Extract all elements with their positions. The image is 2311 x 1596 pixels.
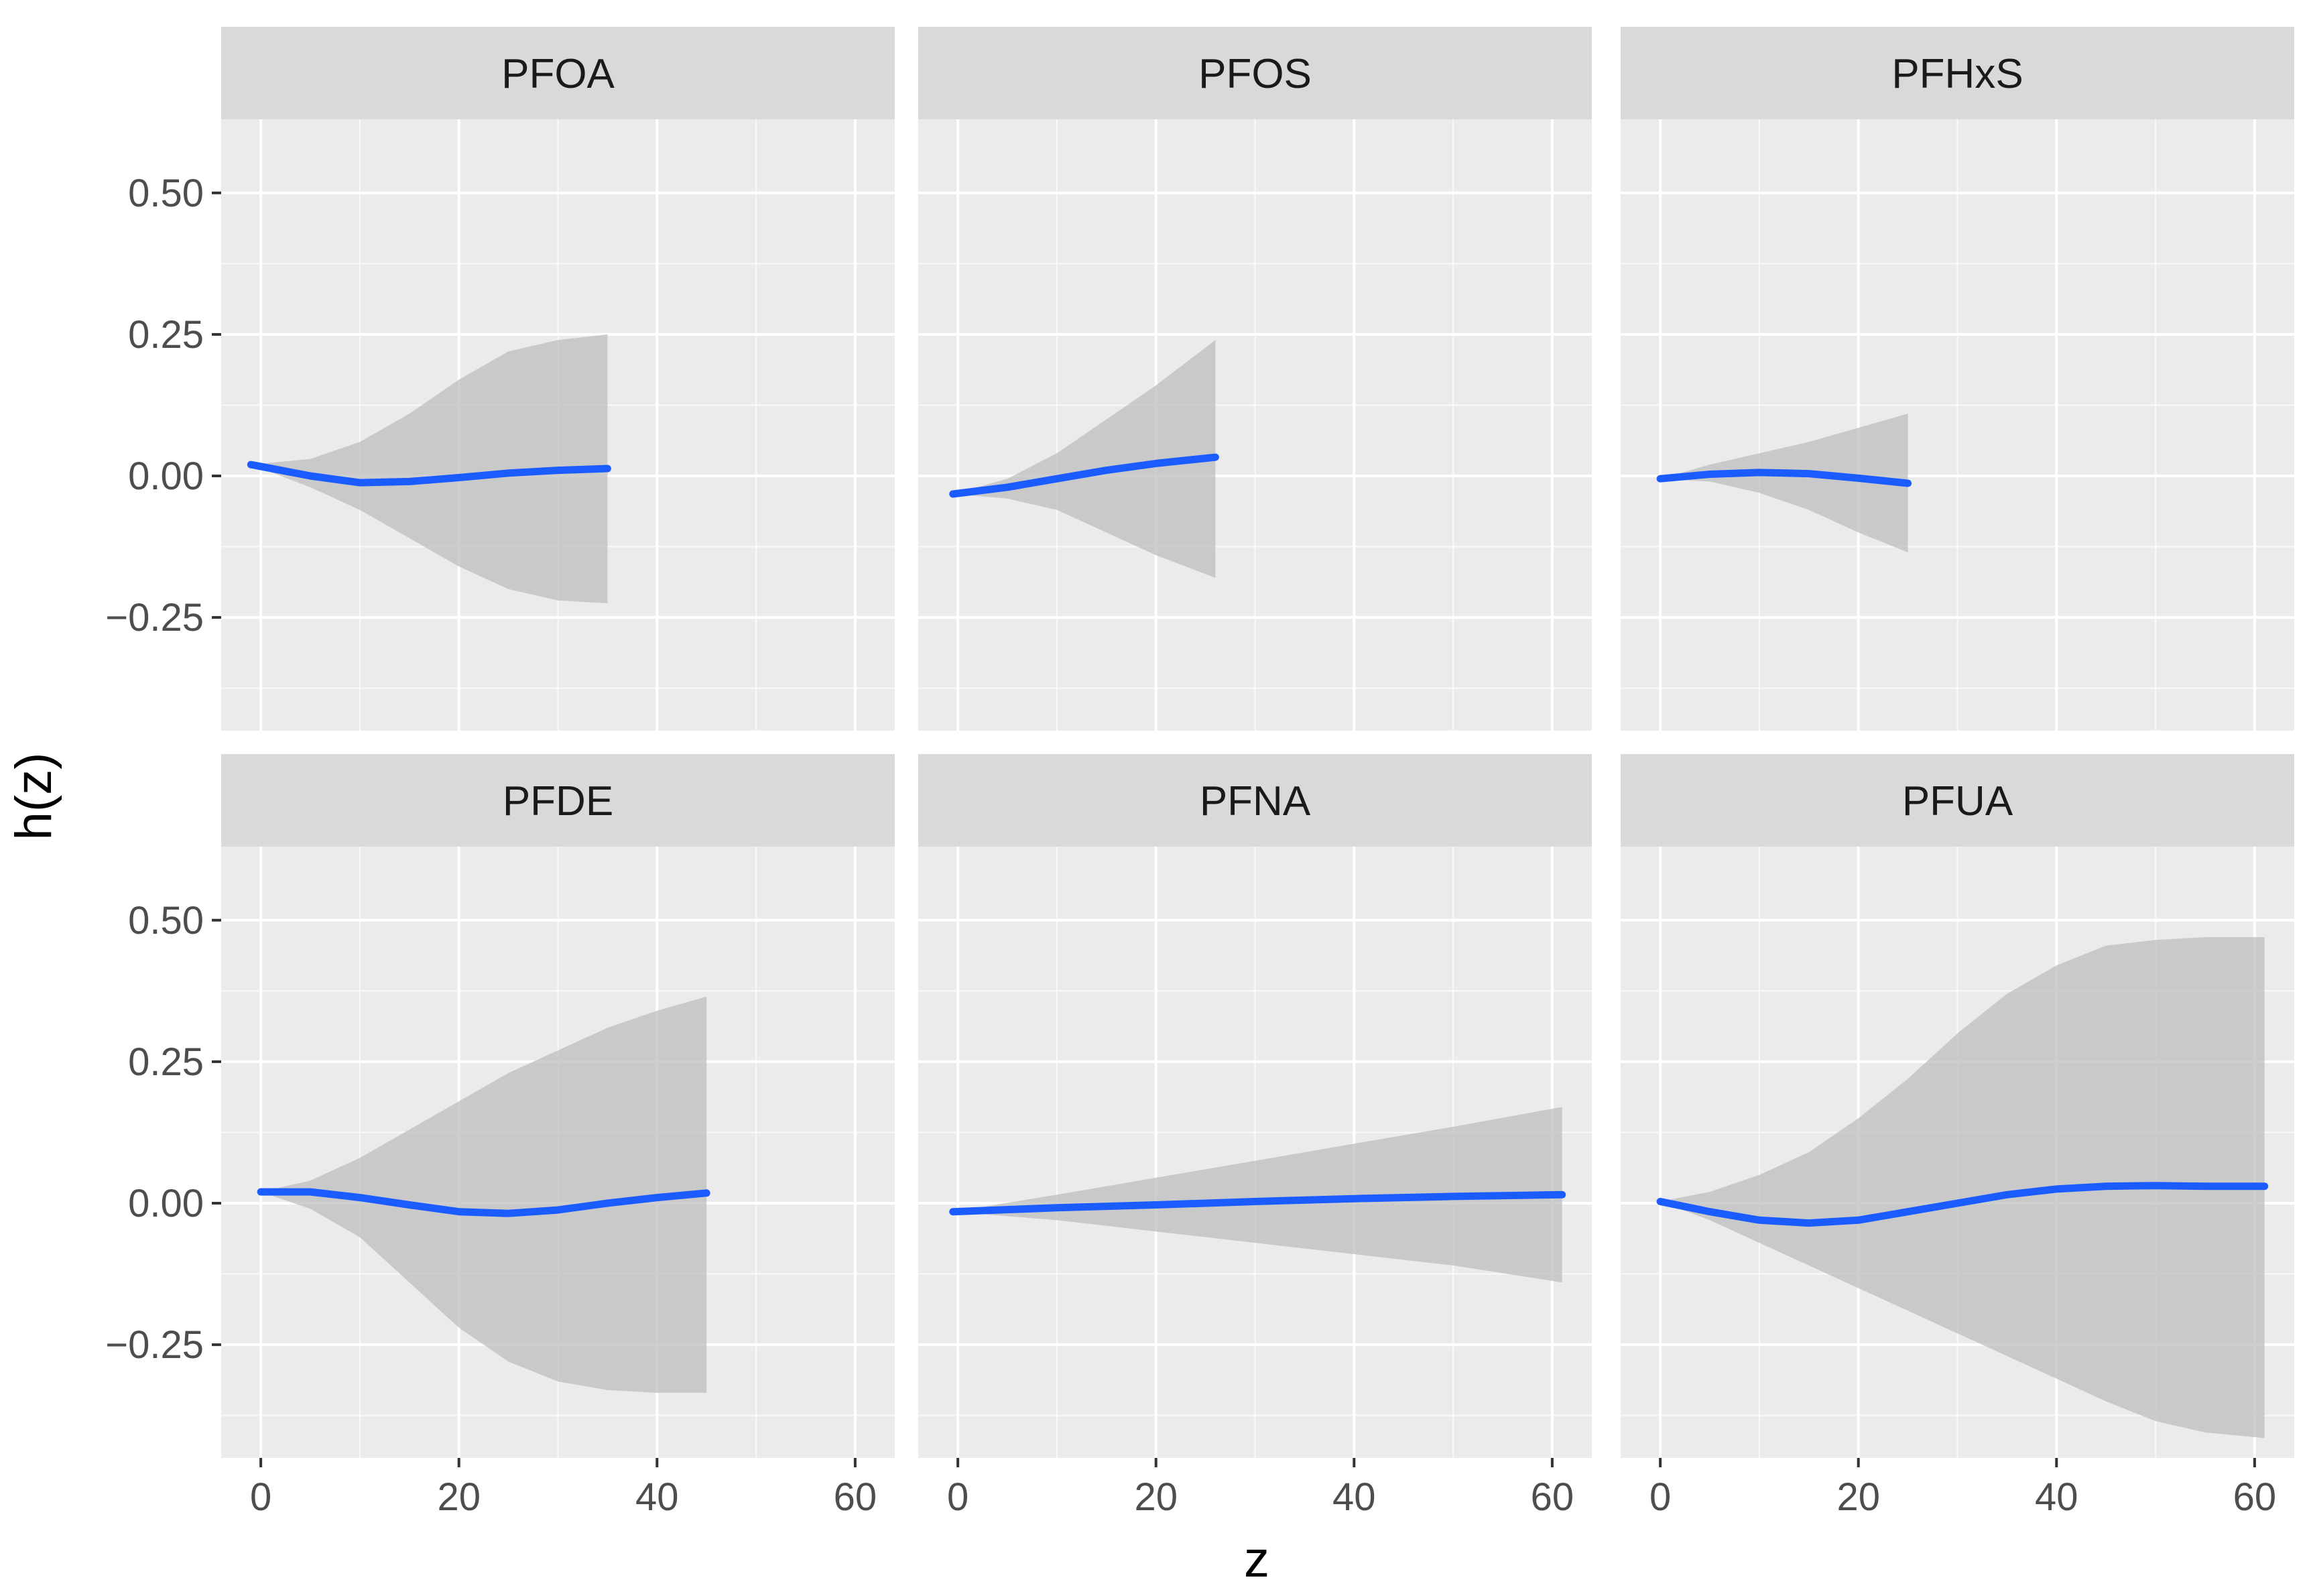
x-tick-label: 40	[635, 1475, 679, 1519]
estimate-line	[247, 461, 611, 487]
panels-layer: PFOA PFOS PFHxS PFDE PFNA PFUA	[221, 27, 2294, 1458]
confidence-ribbon	[1660, 937, 2265, 1438]
y-tick-label: 0.00	[128, 1182, 204, 1225]
x-tick-label: 20	[1134, 1475, 1178, 1519]
y-tick-label: 0.00	[128, 454, 204, 498]
facet-panel-pfna: PFNA	[918, 754, 1592, 1458]
facet-strip	[1621, 27, 2294, 119]
x-axis-layer: 0 20 40 60 0 20 40 60 0 20 40 60	[250, 1458, 2276, 1519]
facet-panel-pfoa: PFOA	[221, 27, 895, 731]
x-tick-label: 40	[2035, 1475, 2078, 1519]
facet-panel-pfua: PFUA	[1621, 754, 2294, 1458]
facet-strip-title: PFUA	[1902, 778, 2013, 824]
x-tick-label: 60	[2233, 1475, 2277, 1519]
x-tick-label: 40	[1332, 1475, 1376, 1519]
estimate-line	[949, 453, 1219, 498]
y-axis-title: h(z)	[5, 753, 62, 841]
facet-strip	[918, 27, 1592, 119]
facet-strip	[221, 754, 895, 847]
x-tick-label: 20	[437, 1475, 481, 1519]
x-tick-label: 60	[1531, 1475, 1574, 1519]
y-tick-label: 0.25	[128, 313, 204, 357]
x-tick-label: 0	[250, 1475, 271, 1519]
estimate-line	[1656, 469, 1912, 487]
confidence-ribbon	[952, 1107, 1562, 1283]
x-axis-title: z	[1244, 1531, 1269, 1588]
confidence-ribbon	[1660, 414, 1908, 552]
x-tick-label: 0	[947, 1475, 969, 1519]
facet-strip-title: PFOS	[1198, 51, 1312, 97]
estimate-line	[257, 1188, 710, 1217]
facet-panel-pfos: PFOS	[918, 27, 1592, 731]
x-tick-label: 0	[1649, 1475, 1671, 1519]
facet-strip	[221, 27, 895, 119]
y-tick-label: 0.50	[128, 899, 204, 942]
estimate-line	[949, 1190, 1566, 1216]
facet-strip-title: PFNA	[1200, 778, 1311, 824]
x-tick-label: 20	[1836, 1475, 1880, 1519]
estimate-line	[1656, 1182, 2269, 1227]
facet-strip-title: PFDE	[503, 778, 613, 824]
facet-strip-title: PFHxS	[1891, 51, 2023, 97]
facet-strip-title: PFOA	[501, 51, 615, 97]
confidence-ribbon	[952, 340, 1216, 578]
y-tick-label: −0.25	[105, 1323, 204, 1367]
confidence-ribbon	[251, 334, 608, 603]
facet-panel-pfhxs: PFHxS	[1621, 27, 2294, 731]
facet-strip	[918, 754, 1592, 847]
facet-panel-pfde: PFDE	[221, 754, 895, 1458]
facet-strip	[1621, 754, 2294, 847]
confidence-ribbon	[261, 996, 707, 1393]
x-tick-label: 60	[834, 1475, 877, 1519]
y-tick-label: −0.25	[105, 596, 204, 639]
y-tick-label: 0.25	[128, 1040, 204, 1084]
y-tick-label: 0.50	[128, 172, 204, 215]
y-axis-layer: 0.50 0.25 0.00 −0.25 0.50 0.25 0.00 −0.25	[105, 172, 221, 1367]
